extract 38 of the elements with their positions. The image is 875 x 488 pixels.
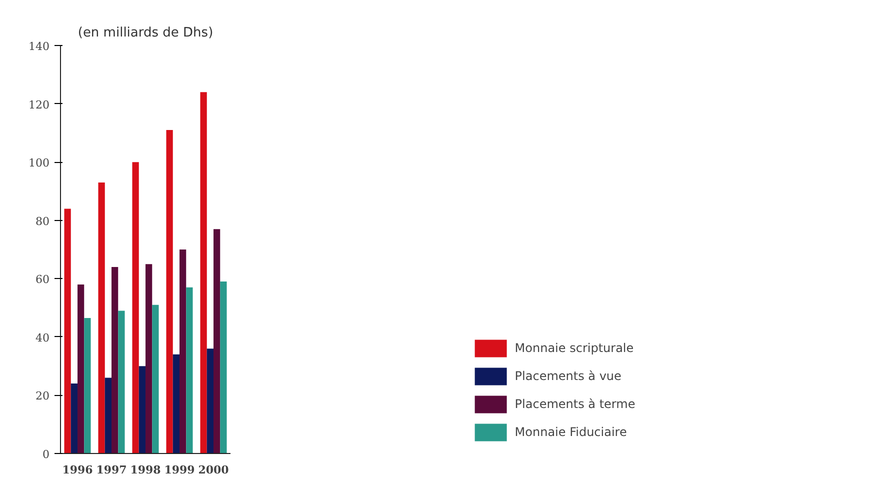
x-tick-label: 1998: [130, 464, 162, 476]
x-tick-label: 1997: [96, 464, 127, 476]
y-tick-label: 120: [28, 98, 50, 112]
x-tick-label: 2000: [198, 464, 230, 476]
bar: [132, 162, 139, 454]
bar: [84, 318, 91, 454]
bar: [200, 92, 207, 454]
legend-label: Monnaie Fiduciaire: [514, 425, 627, 439]
y-tick-label: 20: [36, 390, 50, 403]
legend-label: Placements à terme: [514, 397, 636, 411]
bar: [180, 250, 186, 454]
bar: [138, 366, 146, 454]
y-tick-label: 60: [36, 273, 50, 286]
bar: [64, 208, 71, 454]
y-tick-label: 40: [36, 331, 50, 344]
bar: [146, 264, 152, 454]
bar: [98, 182, 105, 454]
bar: [206, 348, 214, 454]
bar: [152, 304, 159, 454]
x-tick-label: 1996: [62, 464, 94, 476]
bar: [172, 354, 180, 454]
bar: [186, 287, 193, 454]
y-tick-label: 80: [36, 214, 50, 228]
bar: [70, 384, 78, 454]
bar: [118, 310, 125, 454]
bar: [220, 282, 227, 454]
legend-label: Monnaie scripturale: [514, 341, 634, 355]
bar: [78, 284, 84, 454]
bar: [166, 130, 173, 454]
x-tick-label: 1999: [164, 464, 195, 476]
bar: [112, 266, 118, 454]
legend-label: Placements à vue: [514, 369, 622, 383]
y-tick-label: 100: [28, 156, 50, 170]
bar: [104, 378, 112, 454]
y-tick-label: 140: [28, 40, 50, 53]
chart-subtitle: (en milliards de Dhs): [78, 26, 214, 40]
bar: [214, 229, 220, 454]
y-tick-label: 0: [42, 448, 50, 461]
